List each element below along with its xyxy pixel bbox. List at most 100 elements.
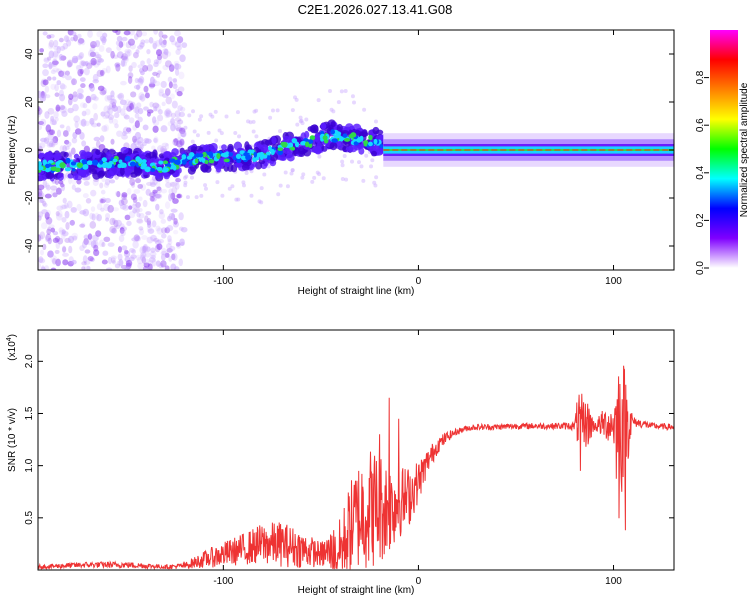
spectrogram-noise-point — [137, 183, 144, 189]
spectrogram-noise-point — [187, 113, 192, 118]
spectrogram-core-point — [64, 167, 71, 172]
spectrogram-noise-point — [116, 35, 123, 42]
spectrogram-core-point — [112, 158, 118, 163]
spectrogram-noise-point — [270, 108, 275, 113]
spectrogram-noise-point — [48, 140, 54, 148]
spectrogram-noise-point — [81, 140, 87, 147]
spectrogram-noise-point — [40, 137, 47, 143]
spectrogram-noise-point — [328, 88, 333, 93]
spectrogram-noise-point — [259, 200, 264, 205]
spectrogram-core-point — [173, 160, 179, 165]
spectrogram-noise-point — [147, 263, 153, 270]
spectrogram-core-point — [373, 138, 378, 145]
spectrogram-band-point — [233, 141, 243, 151]
spectrogram-noise-point — [289, 171, 294, 176]
spectrogram-noise-point — [112, 30, 119, 33]
spectrogram-noise-point — [103, 182, 110, 189]
spectrogram-noise-point — [48, 61, 53, 70]
spectrogram-noise-point — [178, 212, 184, 221]
spectrogram-noise-point — [41, 209, 48, 215]
spectrogram-noise-point — [38, 120, 44, 125]
spectrogram-noise-point — [105, 212, 111, 220]
spectrogram-band-point — [88, 164, 96, 171]
spectrogram-band-point — [314, 145, 322, 155]
spectrogram-noise-point — [134, 131, 142, 140]
spectrogram-noise-point — [158, 37, 163, 46]
spectrogram-noise-point — [169, 181, 176, 187]
spectrogram-noise-point — [100, 111, 106, 117]
spectrogram-core-point — [281, 141, 288, 148]
colorbar-tick-label: 0.4 — [695, 165, 706, 179]
spectrogram-noise-point — [64, 139, 70, 145]
spectrogram-noise-point — [169, 93, 175, 100]
spectrogram-noise-point — [121, 245, 128, 251]
spectrogram-noise-point — [146, 217, 152, 226]
spectrogram-noise-point — [362, 107, 367, 112]
spectrogram-noise-point — [43, 265, 50, 270]
spectrogram-noise-point — [149, 182, 156, 188]
spectrogram-noise-point — [321, 176, 326, 181]
spectrogram-band-point — [283, 148, 291, 155]
spectrogram-noise-point — [140, 70, 145, 76]
spectrogram-noise-point — [234, 197, 239, 202]
spectrogram-core-point — [223, 158, 230, 163]
spectrogram-core-point — [228, 152, 234, 157]
spectrogram-noise-point — [233, 130, 238, 135]
spectrogram-noise-point — [129, 256, 135, 262]
spectrogram-noise-point — [143, 106, 149, 111]
spectrogram-noise-point — [214, 138, 219, 143]
spectrogram-noise-point — [364, 153, 369, 158]
spectrogram-noise-point — [53, 45, 59, 51]
spectrogram-noise-point — [107, 105, 113, 111]
spectrogram-noise-point — [194, 195, 199, 200]
spectrogram-noise-point — [77, 39, 83, 46]
spectrogram-noise-point — [93, 136, 101, 142]
spectrogram-noise-point — [92, 178, 99, 187]
spectrogram-noise-point — [38, 110, 41, 118]
spectrogram-noise-point — [167, 235, 172, 243]
spectrogram-noise-point — [136, 30, 143, 38]
spectrogram-noise-point — [138, 95, 143, 101]
spectrogram-noise-point — [45, 124, 52, 133]
spectrogram-band-point — [354, 129, 361, 135]
spectrogram-noise-point — [128, 210, 136, 219]
spectrogram-noise-point — [39, 231, 46, 240]
spectrogram-band-point — [336, 123, 343, 133]
spectrogram-noise-point — [59, 204, 66, 211]
spectrogram-noise-point — [162, 64, 169, 71]
spectrogram-noise-point — [47, 226, 52, 231]
spectrogram-noise-point — [161, 233, 167, 239]
spectrogram-noise-point — [336, 100, 341, 105]
spectrogram-noise-point — [134, 77, 140, 84]
snr-plot-area — [38, 330, 674, 570]
spectrogram-noise-point — [154, 193, 161, 199]
spectrogram-noise-point — [166, 243, 172, 250]
spectrogram-noise-point — [73, 115, 81, 123]
spectrogram-noise-point — [110, 50, 115, 59]
spectrogram-noise-point — [165, 182, 172, 188]
spectrogram-noise-point — [96, 30, 104, 38]
spectrogram-noise-point — [173, 137, 178, 146]
spectrogram-core-point — [201, 158, 206, 163]
spectrogram-noise-point — [180, 226, 188, 233]
spectrogram-noise-point — [135, 178, 142, 184]
spectrogram-band-point — [370, 150, 377, 157]
spectrogram-noise-point — [83, 265, 91, 270]
spectrogram-band-point — [286, 154, 295, 162]
spectrogram-noise-point — [80, 118, 87, 127]
spectrogram-noise-point — [107, 242, 115, 247]
spectrogram-noise-point — [84, 60, 89, 66]
spectrogram-noise-point — [298, 115, 303, 120]
spectrogram-noise-point — [164, 110, 169, 119]
spectrogram-noise-point — [171, 253, 178, 261]
spectrogram-noise-point — [103, 124, 110, 132]
spectrogram-noise-point — [75, 128, 82, 135]
spectrogram-noise-point — [55, 211, 60, 217]
spectrogram-noise-point — [174, 30, 181, 37]
spectrogram-noise-point — [93, 249, 100, 257]
spectrogram-noise-point — [148, 83, 156, 88]
spectrogram-core-point — [269, 148, 275, 153]
spectrogram-core-point — [161, 168, 168, 173]
spectrogram-noise-point — [343, 88, 348, 93]
spectrogram-noise-point — [199, 193, 204, 198]
